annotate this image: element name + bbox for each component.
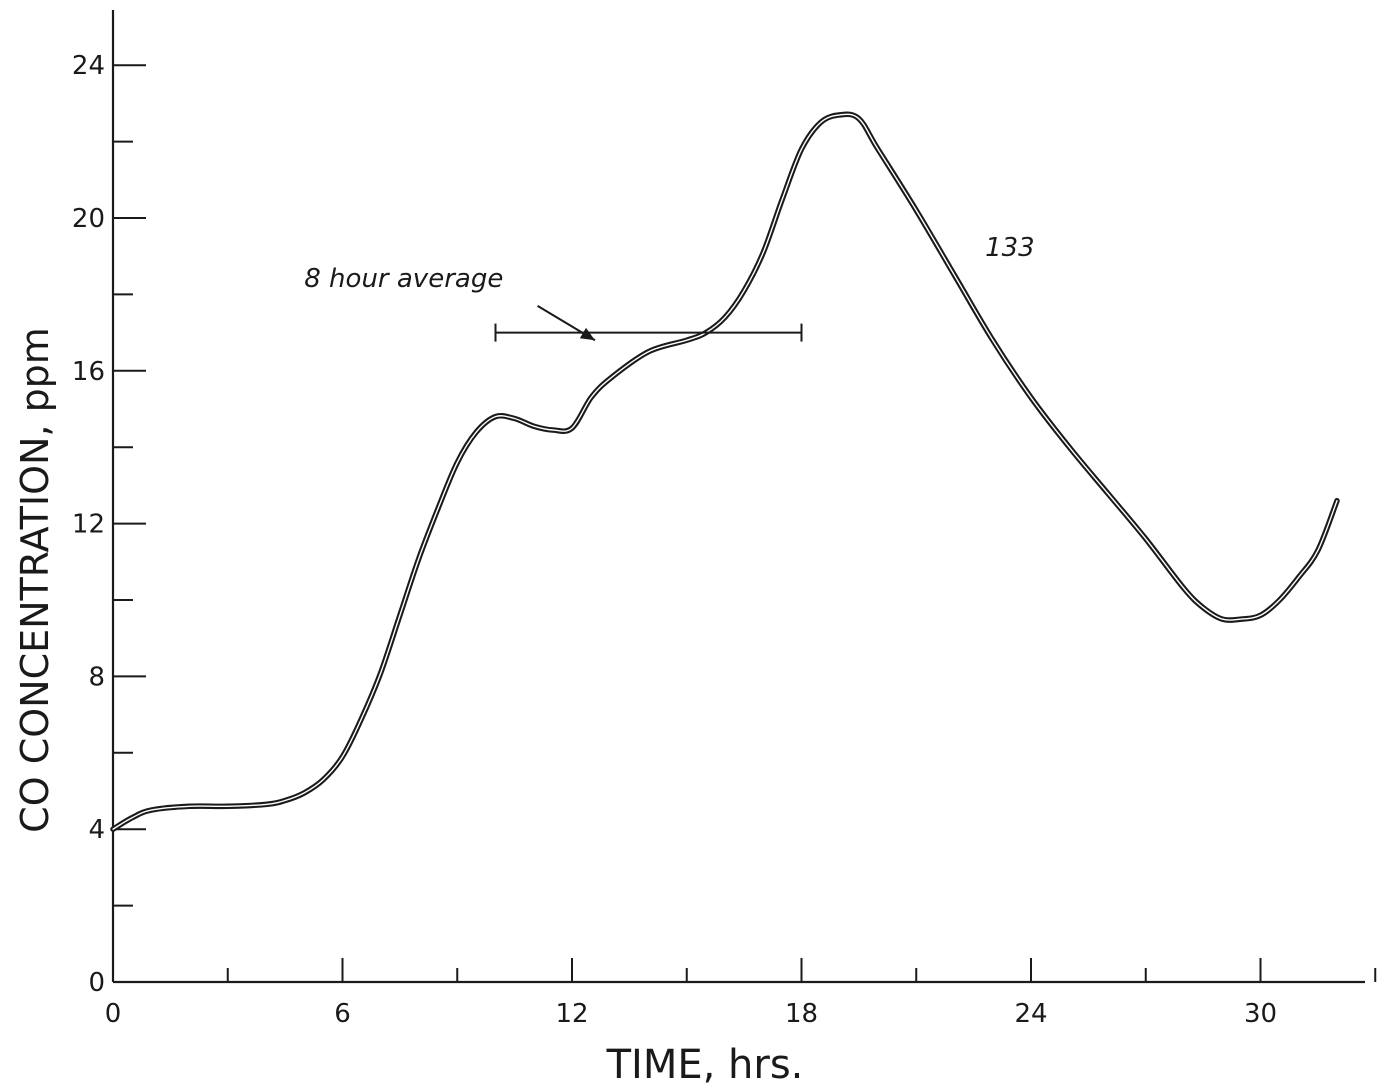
x-tick-label-12: 12 <box>555 999 588 1029</box>
series-line-outer-0 <box>110 111 1340 832</box>
x-ticks: 0 6 12 18 24 30 <box>105 958 1377 1029</box>
axes <box>111 10 1365 984</box>
x-tick-label-30: 30 <box>1244 999 1277 1029</box>
x-tick-label-0: 0 <box>105 999 122 1029</box>
x-tick-label-24: 24 <box>1014 999 1047 1029</box>
average-arrow-head <box>579 327 595 341</box>
y-tick-label-0: 0 <box>88 968 105 998</box>
series-layer <box>110 111 1340 832</box>
y-tick-label-16: 16 <box>72 357 105 387</box>
x-tick-label-6: 6 <box>334 999 351 1029</box>
x-tick-label-18: 18 <box>785 999 818 1029</box>
y-ticks: 0 4 8 12 16 20 24 <box>72 51 146 998</box>
x-axis-title: TIME, hrs. <box>606 1042 804 1088</box>
y-tick-label-12: 12 <box>72 510 105 540</box>
y-tick-label-4: 4 <box>88 815 105 845</box>
series-line-inner-0 <box>112 113 1338 830</box>
y-tick-label-8: 8 <box>88 662 105 692</box>
curve-label: 133 <box>985 233 1035 263</box>
y-tick-label-20: 20 <box>72 204 105 234</box>
y-axis-title: CO CONCENTRATION, ppm <box>13 327 57 833</box>
average-label: 8 hour average <box>304 264 503 294</box>
annotation-layer: 8 hour average 133 <box>304 233 1035 342</box>
y-tick-label-24: 24 <box>72 51 105 81</box>
